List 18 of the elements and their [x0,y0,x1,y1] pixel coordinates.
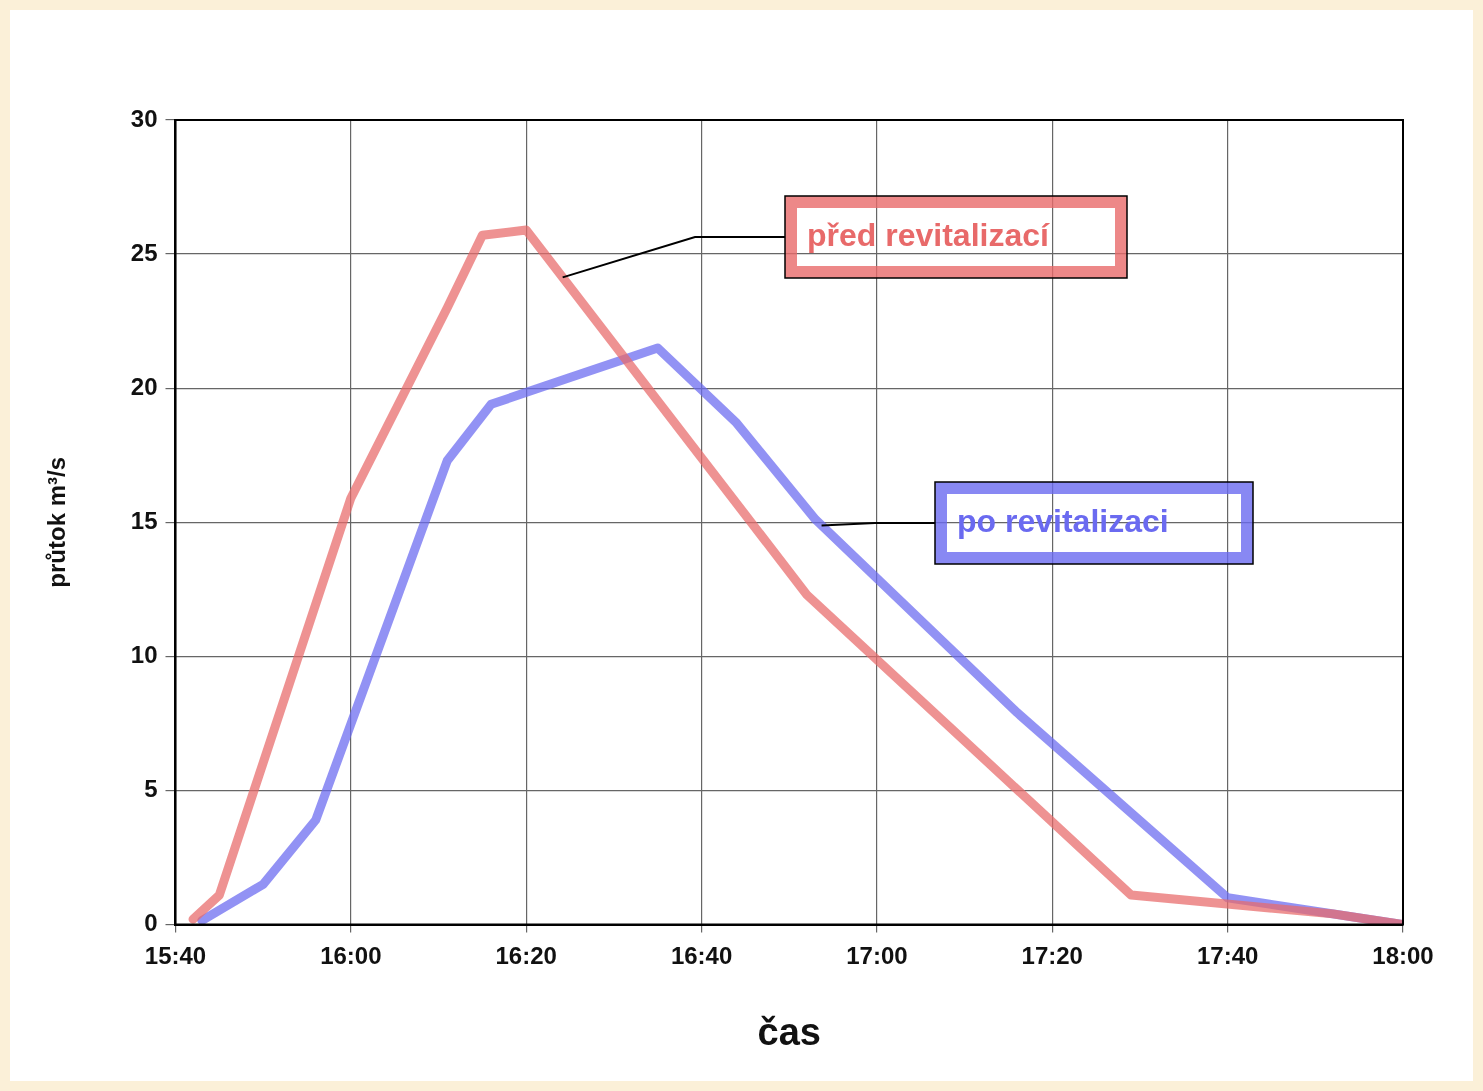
x-axis-title: čas [757,1010,821,1053]
y-tick-label: 30 [130,104,158,132]
y-tick-label: 0 [144,909,158,937]
x-tick-label: 16:00 [320,941,382,969]
x-tick-label: 17:40 [1196,941,1259,969]
y-tick-label: 10 [130,641,158,669]
x-tick-label: 16:20 [495,941,557,969]
x-tick-label: 16:40 [670,941,733,969]
y-tick-label: 20 [130,372,158,400]
y-tick-label: 5 [144,775,158,803]
x-tick-label: 15:40 [144,941,207,969]
x-tick-label: 17:20 [1021,941,1083,969]
x-tick-label: 18:00 [1372,941,1434,969]
y-tick-label: 15 [130,506,158,534]
y-axis-title: průtok m³/s [43,456,71,588]
y-tick-label: 25 [130,238,158,266]
x-tick-label: 17:00 [846,941,908,969]
text: před revitalizací [807,216,1050,253]
